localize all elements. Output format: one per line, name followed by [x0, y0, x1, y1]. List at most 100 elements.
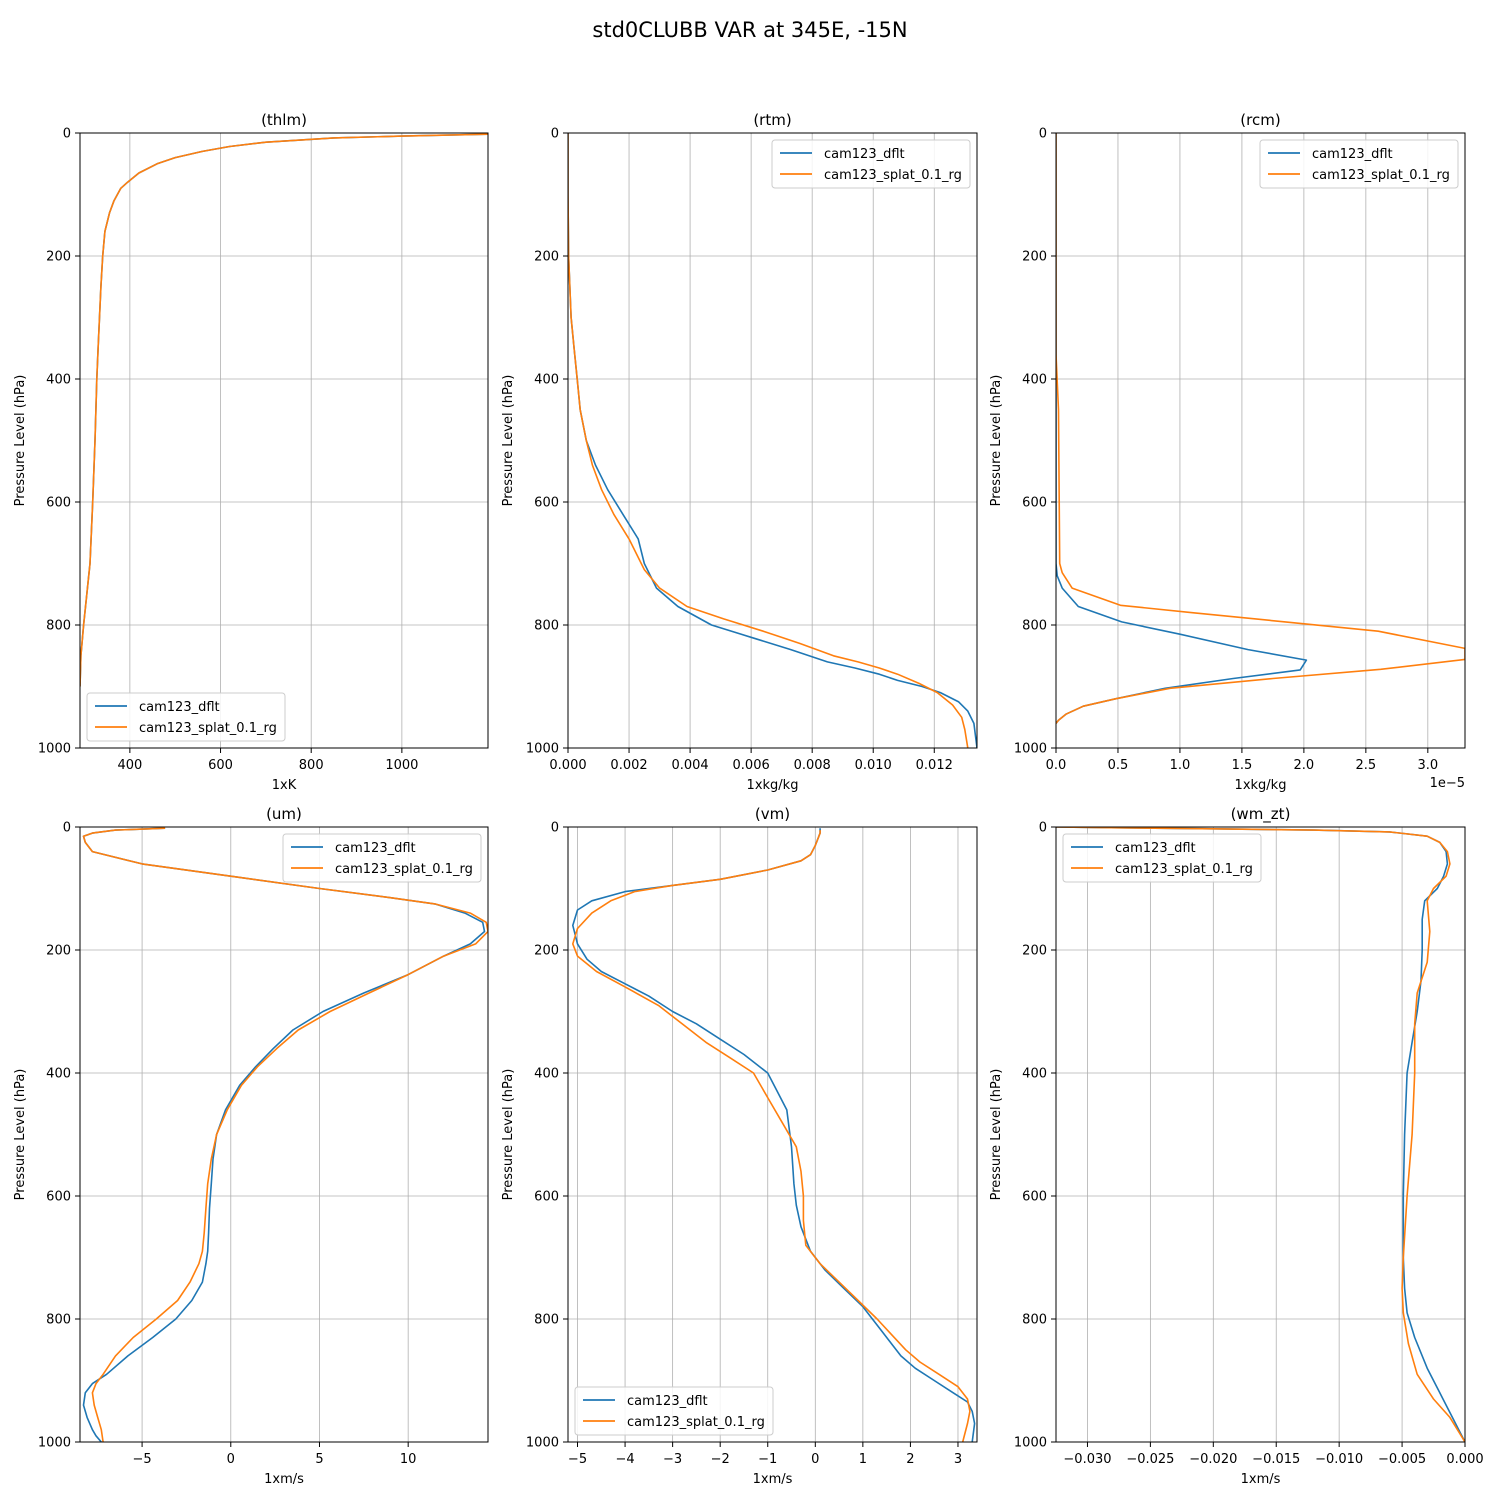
x-axis-label: 1xm/s — [753, 1472, 793, 1487]
x-tick-label: 0 — [227, 1452, 235, 1467]
legend-box — [771, 139, 971, 189]
legend-entry: cam123_dflt — [1115, 841, 1196, 856]
legend-entry: cam123_splat_0.1_rg — [335, 862, 473, 877]
axes-frame — [567, 826, 978, 1443]
x-tick-label: −3 — [663, 1452, 682, 1467]
y-tick-label: 400 — [1022, 373, 1047, 388]
y-tick-label: 0 — [1039, 127, 1047, 142]
series-group — [571, 828, 976, 1442]
legend-entry: cam123_splat_0.1_rg — [1115, 862, 1253, 877]
y-tick-label: 200 — [534, 250, 559, 265]
y-tick-label: 600 — [1022, 496, 1047, 511]
legend: cam123_dflt cam123_splat_0.1_rg — [1259, 139, 1459, 189]
y-tick-label: 0 — [551, 821, 559, 836]
series-line-cam123_splat_0.1_rg — [571, 830, 971, 1442]
y-tick-label: 600 — [1022, 1190, 1047, 1205]
subplot-title: (vm) — [755, 805, 790, 823]
axes-frame — [79, 826, 489, 1443]
subplot-3: 0.0 0.5 1.0 1.5 2.0 2.5 3.0 0 200 400 600 800 1000 (r… — [989, 111, 1466, 793]
x-tick-label: 600 — [208, 758, 233, 773]
x-tick-label: −2 — [711, 1452, 730, 1467]
subplot-5: −5 −4 −3 −2 −1 0 1 2 3 0 200 400 600 800 1000 (vm) 1xm/s… — [501, 805, 978, 1487]
subplot-title: (rtm) — [753, 111, 791, 129]
legend-entry: cam123_dflt — [1312, 147, 1393, 162]
y-tick-label: 200 — [534, 944, 559, 959]
legend-box — [1259, 139, 1459, 189]
legend-entry: cam123_splat_0.1_rg — [1312, 168, 1450, 183]
x-tick-label: 0.012 — [916, 758, 953, 773]
x-tick-label: −0.010 — [1315, 1452, 1363, 1467]
y-tick-label: 200 — [46, 250, 71, 265]
x-tick-label: −0.015 — [1252, 1452, 1300, 1467]
y-tick-label: 800 — [46, 619, 71, 634]
x-tick-label: −0.005 — [1378, 1452, 1426, 1467]
x-tick-label: 0.004 — [671, 758, 708, 773]
y-tick-label: 400 — [46, 1067, 71, 1082]
legend: cam123_dflt cam123_splat_0.1_rg — [574, 1386, 774, 1436]
x-tick-label: 800 — [299, 758, 324, 773]
legend-entry: cam123_dflt — [139, 700, 220, 715]
x-tick-label: 1.5 — [1232, 758, 1253, 773]
y-tick-label: 600 — [534, 1190, 559, 1205]
y-tick-label: 1000 — [38, 1436, 71, 1451]
x-axis-label: 1xkg/kg — [747, 778, 799, 793]
x-tick-label: −0.030 — [1063, 1452, 1111, 1467]
x-tick-label: −0.025 — [1126, 1452, 1174, 1467]
legend-box — [574, 1386, 774, 1436]
y-axis-label: Pressure Level (hPa) — [501, 1069, 516, 1201]
y-tick-label: 1000 — [38, 742, 71, 757]
subplot-title: (rcm) — [1240, 111, 1280, 129]
x-tick-label: 2.5 — [1356, 758, 1377, 773]
y-tick-label: 0 — [1039, 821, 1047, 836]
y-tick-label: 800 — [534, 619, 559, 634]
y-tick-label: 600 — [534, 496, 559, 511]
series-line-cam123_splat_0.1_rg — [82, 827, 488, 1442]
y-tick-label: 1000 — [1014, 742, 1047, 757]
x-tick-label: 0.0 — [1046, 758, 1067, 773]
y-tick-label: 200 — [1022, 944, 1047, 959]
y-tick-label: 800 — [46, 1313, 71, 1328]
x-tick-label: 10 — [400, 1452, 417, 1467]
series-line-cam123_splat_0.1_rg — [80, 133, 488, 687]
series-group — [568, 133, 977, 748]
subplot-2: 0.000 0.002 0.004 0.006 0.008 0.010 0.012 0 200 4… — [501, 111, 978, 793]
x-tick-label: −5 — [133, 1452, 152, 1467]
x-tick-label: −4 — [615, 1452, 634, 1467]
y-tick-label: 1000 — [1014, 1436, 1047, 1451]
x-tick-label: 0.008 — [794, 758, 831, 773]
x-tick-label: 0.010 — [855, 758, 892, 773]
y-tick-label: 400 — [1022, 1067, 1047, 1082]
series-group — [82, 827, 488, 1442]
legend-entry: cam123_dflt — [627, 1394, 708, 1409]
y-tick-label: 200 — [1022, 250, 1047, 265]
y-tick-label: 1000 — [526, 1436, 559, 1451]
y-axis-label: Pressure Level (hPa) — [13, 1069, 28, 1201]
x-tick-label: 0.5 — [1108, 758, 1129, 773]
x-tick-label: 1 — [859, 1452, 867, 1467]
subplot-1: 400 600 800 1000 0 200 400 600 800 1000 (thlm) 1xK P… — [13, 111, 489, 793]
y-tick-label: 400 — [46, 373, 71, 388]
x-axis-label: 1xm/s — [264, 1472, 304, 1487]
y-axis-label: Pressure Level (hPa) — [989, 1069, 1004, 1201]
legend-entry: cam123_splat_0.1_rg — [627, 1415, 765, 1430]
x-axis-label: 1xK — [272, 778, 297, 793]
y-tick-label: 0 — [551, 127, 559, 142]
series-line-cam123_splat_0.1_rg — [1056, 827, 1465, 1442]
legend-box — [1062, 833, 1262, 883]
x-tick-label: 0.002 — [610, 758, 647, 773]
x-axis-label: 1xm/s — [1241, 1472, 1281, 1487]
y-tick-label: 800 — [1022, 619, 1047, 634]
legend-box — [282, 833, 482, 883]
series-group — [1056, 133, 1465, 724]
x-tick-label: 0 — [811, 1452, 819, 1467]
x-tick-label: −1 — [758, 1452, 777, 1467]
y-tick-label: 0 — [63, 821, 71, 836]
subplot-6: −0.030 −0.025 −0.020 −0.015 −0.010 −0.005 0.00… — [989, 805, 1484, 1487]
subplot-title: (um) — [266, 805, 302, 823]
legend: cam123_dflt cam123_splat_0.1_rg — [1062, 833, 1262, 883]
subplot-grid: 400 600 800 100002004006008001000(thlm)1xKP… — [13, 111, 1484, 1487]
x-tick-label: 0.000 — [549, 758, 586, 773]
figure-title: std0CLUBB VAR at 345E, -15N — [592, 18, 907, 42]
